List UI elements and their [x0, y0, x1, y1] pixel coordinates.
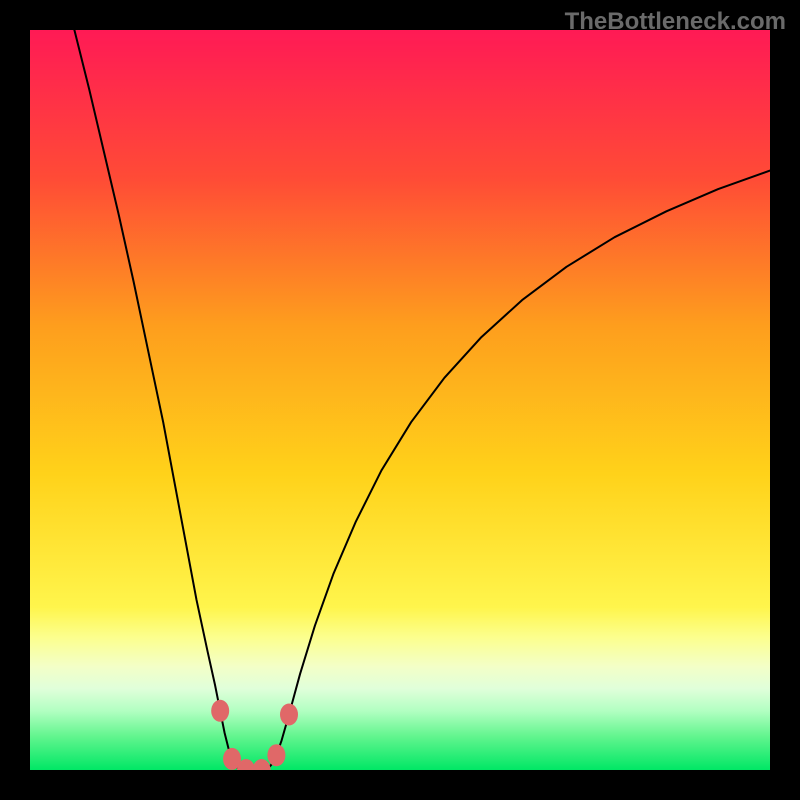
- bottleneck-chart: [0, 0, 800, 800]
- watermark-text: TheBottleneck.com: [565, 8, 786, 36]
- chart-frame: TheBottleneck.com: [0, 0, 800, 800]
- plot-background: [30, 30, 770, 770]
- marker-point: [280, 704, 298, 726]
- marker-point: [267, 744, 285, 766]
- marker-point: [211, 700, 229, 722]
